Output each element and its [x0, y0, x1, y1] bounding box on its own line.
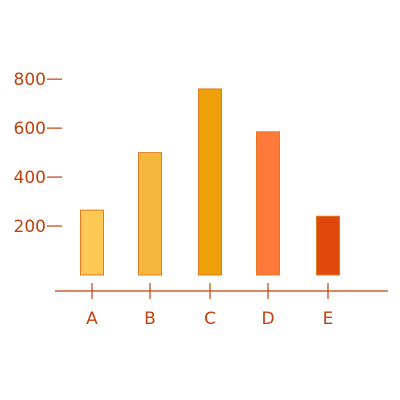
bar-b: [138, 152, 162, 276]
x-tick-label: C: [204, 309, 216, 329]
x-axis-ticks: A B C D E: [86, 283, 333, 329]
bar-a: [80, 209, 104, 276]
x-tick-label: B: [144, 309, 156, 329]
y-tick-label: 600: [14, 119, 46, 139]
x-tick-label: D: [261, 309, 274, 329]
bars: [80, 88, 340, 276]
y-axis-ticks: 200 400 600 800: [14, 70, 62, 237]
bar-e: [316, 215, 340, 276]
y-tick-label: 800: [14, 70, 46, 90]
bar-d: [256, 131, 280, 276]
y-tick-label: 400: [14, 168, 46, 188]
x-tick-label: E: [323, 309, 334, 329]
bar-c: [198, 88, 222, 276]
x-tick-label: A: [86, 309, 98, 329]
y-tick-label: 200: [14, 217, 46, 237]
